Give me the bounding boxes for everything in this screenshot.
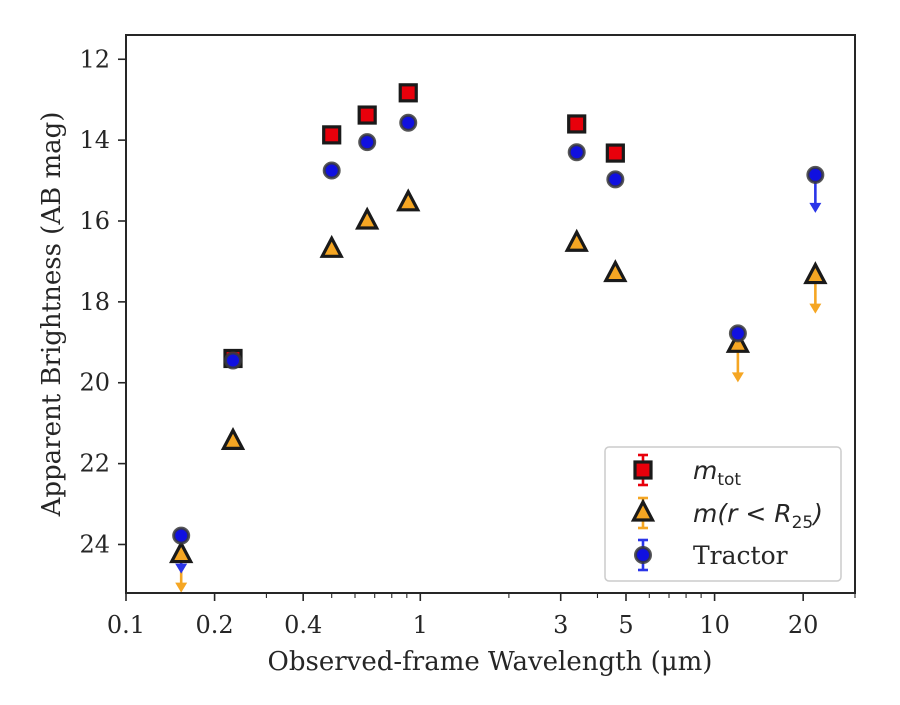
data-point-circle: [567, 143, 586, 162]
x-tick-label: 3: [553, 611, 568, 639]
upper-limit-arrow-head: [175, 563, 188, 574]
upper-limit-arrow-head: [809, 202, 822, 213]
x-axis-title: Observed-frame Wavelength (μm): [268, 647, 713, 677]
data-point-circle: [358, 133, 377, 152]
data-point-circle: [399, 113, 418, 132]
y-tick-label: 12: [79, 45, 110, 73]
y-tick-label: 20: [79, 369, 110, 397]
legend-label: Tractor: [693, 541, 788, 570]
legend-marker-triangle: [630, 498, 656, 522]
legend-label: mtot: [693, 456, 741, 490]
y-tick-label: 14: [79, 126, 110, 154]
plot-frame: [125, 34, 856, 594]
upper-limit-arrow-head: [809, 303, 822, 314]
y-tick-label: 18: [79, 288, 110, 316]
y-axis-title: Apparent Brightness (AB mag): [37, 112, 67, 518]
data-point-square: [398, 83, 418, 103]
data-point-triangle: [803, 261, 828, 285]
x-tick-label: 10: [699, 611, 730, 639]
data-point-circle: [806, 165, 825, 184]
data-point-triangle: [564, 228, 589, 252]
x-tick-label: 0.1: [107, 611, 145, 639]
upper-limit-arrow-head: [731, 372, 744, 383]
y-tick-label: 24: [79, 530, 110, 558]
legend-marker-square: [633, 460, 653, 480]
data-point-square: [605, 143, 625, 163]
data-point-triangle: [355, 206, 380, 230]
axis-ticks: 0.1 0.2 0.4 1 3 5 10 20 12 14 16 18 20 22 24: [79, 45, 856, 639]
data-point-circle: [322, 161, 341, 180]
x-tick-label: 0.4: [284, 611, 322, 639]
data-marks: [169, 83, 828, 593]
x-tick-label: 5: [618, 611, 633, 639]
data-point-square: [357, 105, 377, 125]
data-point-triangle: [220, 426, 246, 450]
x-tick-label: 0.2: [196, 611, 234, 639]
upper-limit-arrow-head: [175, 582, 188, 593]
data-point-circle: [224, 351, 243, 370]
data-point-circle: [728, 324, 747, 343]
legend-box: [604, 446, 842, 582]
data-point-triangle: [319, 234, 344, 258]
y-tick-label: 16: [79, 207, 110, 235]
x-tick-label: 20: [788, 611, 819, 639]
legend-marker-circle: [634, 546, 652, 564]
legend: mtot m(r < R25) Tractor: [604, 446, 842, 582]
data-point-triangle: [603, 259, 628, 283]
data-point-circle: [606, 170, 625, 189]
legend-label: m(r < R25): [693, 499, 823, 533]
data-point-circle: [172, 526, 191, 545]
data-point-triangle: [169, 540, 194, 564]
data-point-square: [322, 125, 342, 145]
x-tick-label: 1: [413, 611, 428, 639]
y-tick-label: 22: [79, 450, 110, 478]
data-point-triangle: [396, 188, 421, 212]
data-point-square: [567, 114, 587, 134]
